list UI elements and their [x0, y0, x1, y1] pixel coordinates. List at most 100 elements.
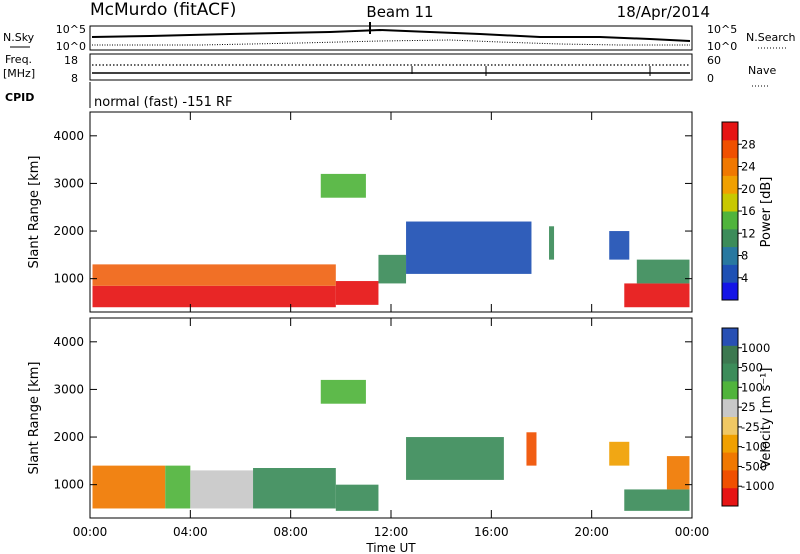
velocity-panel-colorbar-seg-3: [722, 381, 738, 400]
power-panel-colorbar-seg-8: [722, 139, 738, 159]
power-colorbar-label: Power [dB]: [759, 177, 774, 248]
nsky-label: N.Sky: [3, 31, 35, 44]
power-panel-colorbar-label-4: 20: [741, 182, 756, 196]
velocity-panel-band-8: [624, 489, 690, 511]
power-panel-colorbar-label-5: 24: [741, 160, 756, 174]
velocity-panel-band-2: [190, 470, 254, 509]
power-panel-band-8: [636, 259, 690, 284]
velocity-panel-colorbar-seg-5: [722, 417, 738, 436]
nave-tick-low: 0: [707, 72, 714, 85]
velocity-panel-band-6: [526, 432, 537, 466]
nsky-tick-high: 10^5: [56, 23, 86, 36]
velocity-panel-xtick-label-5: 20:00: [574, 525, 609, 539]
power-panel-colorbar-seg-0: [722, 282, 738, 301]
velocity-panel-colorbar-seg-0: [722, 328, 738, 347]
power-panel-band-0: [92, 285, 336, 308]
velocity-panel-ytick-label-1: 2000: [53, 430, 84, 444]
velocity-panel-colorbar-label-7: -1000: [741, 479, 774, 493]
velocity-panel-colorbar-label-0: 1000: [741, 341, 770, 355]
power-panel-colorbar-label-0: 4: [741, 271, 748, 285]
cpid-text: normal (fast) -151 RF: [94, 95, 233, 110]
power-panel-band-6: [609, 231, 630, 260]
beam-title: Beam 11: [366, 3, 433, 21]
power-panel-band-1: [92, 264, 336, 286]
power-panel-ytick-label-2: 3000: [53, 176, 84, 190]
velocity-panel-colorbar-label-1: 500: [741, 361, 763, 375]
velocity-panel-xtick-label-4: 16:00: [474, 525, 509, 539]
power-panel-band-9: [320, 173, 366, 198]
nave-tick-high: 60: [707, 54, 721, 67]
velocity-panel-band-4: [335, 484, 379, 511]
power-panel-colorbar-label-2: 12: [741, 226, 756, 240]
power-ylabel: Slant Range [km]: [27, 156, 42, 269]
velocity-panel-band-0: [92, 465, 166, 509]
power-panel: 1000 2000 3000 4000 4 8 12 16 20 24 28 Slant Rang…: [27, 111, 774, 313]
noise-panel-frame: [89, 25, 693, 51]
velocity-panel-colorbar-label-6: -500: [741, 459, 767, 473]
velocity-panel-colorbar-seg-8: [722, 470, 738, 489]
power-panel-colorbar-seg-3: [722, 228, 738, 248]
velocity-panel-colorbar-frame: [721, 327, 739, 507]
nsky-trace: [91, 28, 691, 42]
power-panel-band-3: [378, 254, 407, 284]
nsearch-trace: [92, 39, 690, 46]
x-axis-label: Time UT: [365, 541, 416, 554]
velocity-panel-colorbar-seg-1: [722, 345, 738, 365]
freq-panel-frame: [89, 53, 693, 81]
power-panel-band-4: [406, 221, 532, 274]
velocity-panel-xtick-label-0: 00:00: [73, 525, 108, 539]
power-panel-colorbar-label-6: 28: [741, 137, 756, 151]
power-panel-colorbar-seg-2: [722, 246, 738, 265]
cpid-label: CPID: [5, 91, 34, 104]
velocity-panel-colorbar-seg-2: [722, 363, 738, 382]
power-panel-band-5: [549, 226, 555, 260]
date-title: 18/Apr/2014: [617, 3, 710, 21]
velocity-panel-xtick-label-6: 00:00: [675, 525, 710, 539]
nave-label: Nave: [748, 64, 776, 77]
power-panel-colorbar-label-3: 16: [741, 204, 756, 218]
velocity-panel-colorbar-seg-4: [722, 399, 738, 418]
velocity-panel-colorbar-seg-7: [722, 452, 738, 471]
station-title: McMurdo (fitACF): [90, 0, 236, 20]
power-panel-colorbar-label-1: 8: [741, 249, 748, 263]
nsky-tick-low: 10^0: [56, 40, 86, 53]
velocity-panel-colorbar-label-2: 100: [741, 380, 763, 394]
velocity-colorbar-label: Velocity [m s⁻¹]: [759, 368, 774, 469]
velocity-panel-band-3: [253, 468, 336, 509]
velocity-panel-band-10: [320, 379, 366, 404]
power-panel-colorbar-seg-9: [722, 122, 738, 141]
velocity-panel-xtick-label-3: 12:00: [374, 525, 409, 539]
velocity-panel-band-9: [666, 456, 690, 490]
power-panel-ytick-label-3: 4000: [53, 129, 84, 143]
velocity-panel: 1000 2000 3000 4000 00:00 04:00 08:00 12:00 16:…: [27, 317, 774, 554]
velocity-panel-band-7: [609, 441, 630, 466]
velocity-panel-ytick-label-0: 1000: [53, 478, 84, 492]
velocity-panel-colorbar-label-3: 25: [741, 400, 756, 414]
freq-label: Freq.: [5, 53, 32, 66]
velocity-panel-colorbar-seg-6: [722, 434, 738, 454]
power-panel-band-7: [624, 283, 690, 308]
power-panel-colorbar-seg-6: [722, 175, 738, 194]
velocity-panel-colorbar-label-5: -100: [741, 440, 767, 454]
power-panel-colorbar-seg-4: [722, 211, 738, 230]
freq-tick-low: 8: [71, 72, 78, 85]
freq-units: [MHz]: [3, 67, 35, 80]
freq-tick-high: 18: [64, 54, 78, 67]
velocity-panel-ytick-label-2: 3000: [53, 382, 84, 396]
velocity-panel-colorbar-label-4: -25: [741, 420, 760, 434]
velocity-panel-xtick-label-2: 08:00: [273, 525, 308, 539]
velocity-ylabel: Slant Range [km]: [27, 362, 42, 475]
velocity-panel-band-5: [406, 437, 504, 480]
power-panel-colorbar-seg-5: [722, 193, 738, 212]
power-panel-colorbar-seg-1: [722, 264, 738, 283]
nsearch-label: N.Search: [746, 31, 796, 44]
nsearch-tick-low: 10^0: [707, 40, 737, 53]
nsearch-tick-high: 10^5: [707, 23, 737, 36]
velocity-panel-band-1: [165, 465, 191, 509]
velocity-panel-ytick-label-3: 4000: [53, 335, 84, 349]
velocity-panel-xtick-label-1: 04:00: [173, 525, 208, 539]
power-panel-ytick-label-1: 2000: [53, 224, 84, 238]
velocity-panel-colorbar-seg-9: [722, 488, 738, 507]
power-panel-colorbar-seg-7: [722, 157, 738, 176]
